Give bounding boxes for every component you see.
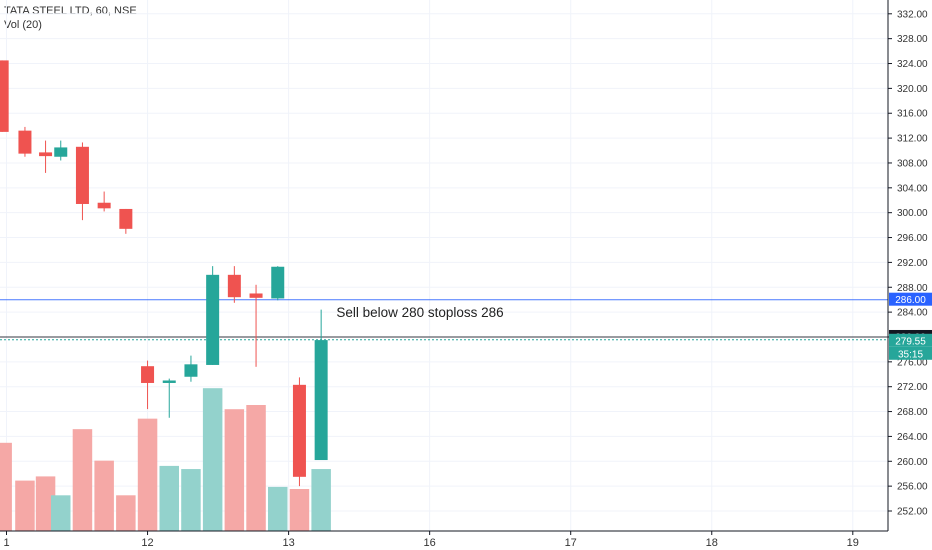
candle (119, 208, 133, 234)
volume-bar (181, 469, 201, 531)
price-tick-label: 252.00 (897, 507, 928, 518)
last-price-badge-bg (889, 333, 932, 347)
time-tick-label: 16 (424, 537, 436, 549)
last-price-badge: 279.55 (889, 333, 932, 347)
horizontal-lines (0, 299, 888, 341)
price-tick-label: 268.00 (897, 407, 928, 418)
price-tick-label: 316.00 (897, 109, 928, 120)
candle (39, 140, 53, 173)
resistance-price-badge-bg (889, 292, 932, 306)
time-tick-label: 13 (282, 537, 294, 549)
candle (292, 377, 306, 487)
bar-countdown-badge: 35:15 (889, 346, 932, 360)
price-tick-label: 264.00 (897, 432, 928, 443)
candle (314, 309, 328, 461)
candle (0, 60, 9, 132)
candle-body (162, 380, 176, 383)
time-tick-label: 17 (565, 537, 577, 549)
volume-bar (72, 429, 93, 531)
volume-bar (94, 460, 114, 531)
price-tick-label: 324.00 (897, 59, 928, 70)
candlesticks (0, 60, 328, 487)
candle (54, 140, 68, 161)
volume-bar (224, 409, 245, 531)
price-tick-label: 288.00 (897, 283, 928, 294)
candle (97, 191, 111, 212)
price-tick-label: 256.00 (897, 482, 928, 493)
axis-corner (888, 531, 932, 550)
volume-indicator-label[interactable]: Vol (20) (4, 19, 42, 31)
time-tick-label: 1 (3, 537, 9, 549)
bar-countdown-badge-text: 35:15 (898, 349, 923, 360)
candle-body (18, 130, 32, 154)
candle (271, 266, 285, 301)
candle-body (227, 274, 241, 298)
volume-bar (0, 442, 12, 531)
candle (249, 284, 263, 367)
candle (18, 126, 32, 157)
price-tick-label: 308.00 (897, 158, 928, 169)
candle-body (39, 152, 53, 157)
candle-body (314, 340, 328, 461)
price-tick-label: 328.00 (897, 34, 928, 45)
candle-body (271, 266, 285, 299)
volume-bar (35, 476, 56, 531)
price-tick-label: 284.00 (897, 308, 928, 319)
resistance-price-badge: 286.00 (889, 292, 932, 306)
candle (162, 378, 176, 418)
candle (206, 266, 220, 365)
chart-grid (0, 0, 888, 531)
last-price-badge-text: 279.55 (895, 336, 926, 347)
price-tick-label: 300.00 (897, 208, 928, 219)
candle-body (249, 293, 263, 298)
price-tick-label: 320.00 (897, 84, 928, 95)
candle-body (206, 274, 220, 365)
annotation-text[interactable]: Sell below 280 stoploss 286 (336, 305, 503, 320)
candle-body (54, 147, 68, 157)
volume-bar (246, 405, 266, 531)
candle-body (184, 364, 198, 377)
volume-bar (311, 469, 331, 531)
price-tick-label: 332.00 (897, 9, 928, 20)
time-tick-label: 12 (141, 537, 153, 549)
volume-bar (159, 465, 179, 531)
volume-bar (137, 418, 158, 531)
price-tick-label: 312.00 (897, 134, 928, 145)
price-tick-label: 276.00 (897, 357, 928, 368)
candle-body (119, 208, 133, 229)
price-tick-label: 272.00 (897, 382, 928, 393)
bar-countdown-badge-bg (889, 346, 932, 360)
time-tick-label: 18 (706, 537, 718, 549)
price-tick-label: 304.00 (897, 183, 928, 194)
price-tick-label: 260.00 (897, 457, 928, 468)
candle (75, 142, 89, 221)
price-tick-label: 296.00 (897, 233, 928, 244)
candle-body (0, 60, 9, 132)
candle-body (292, 384, 306, 477)
volume-bars (0, 388, 331, 531)
resistance-price-badge-text: 286.00 (895, 295, 926, 306)
price-tick-label: 292.00 (897, 258, 928, 269)
volume-bar (289, 489, 310, 531)
candle-body (141, 366, 155, 383)
candle (184, 355, 198, 382)
candle-body (75, 146, 89, 204)
volume-bar (15, 480, 35, 531)
time-tick-label: 19 (847, 537, 859, 549)
volume-bar (116, 495, 136, 531)
candle-body (97, 202, 111, 209)
candle (227, 266, 241, 303)
candle (141, 360, 155, 410)
volume-bar (51, 495, 71, 531)
volume-bar (202, 388, 223, 531)
volume-bar (268, 486, 288, 531)
